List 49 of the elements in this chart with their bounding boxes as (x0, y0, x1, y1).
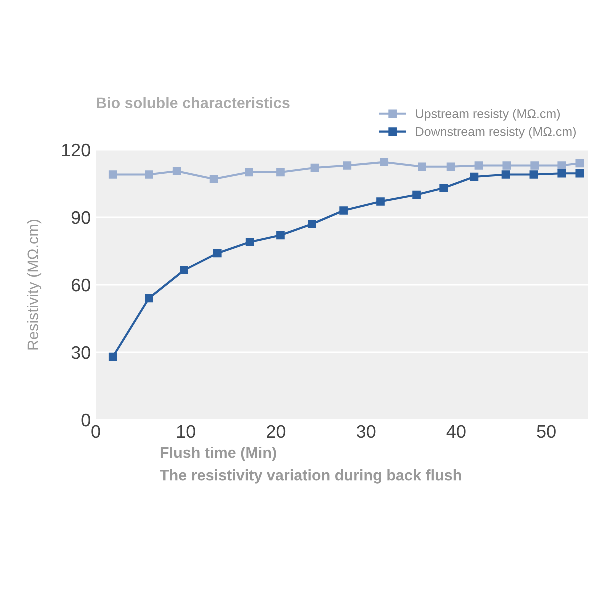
point (310, 164, 320, 172)
point (108, 170, 118, 179)
point (530, 162, 539, 170)
x-tick-label: 10 (177, 425, 196, 438)
point (376, 198, 385, 206)
x-tick-label: 50 (537, 425, 556, 438)
point (558, 169, 566, 178)
y-tick-label: 30 (72, 346, 90, 360)
x-tick-label: 30 (356, 425, 376, 438)
y-tick-label: 0 (82, 414, 90, 427)
point (558, 162, 566, 170)
point (502, 170, 510, 179)
point (210, 175, 218, 184)
point (213, 249, 222, 258)
point (108, 352, 118, 362)
point (172, 167, 182, 176)
point (446, 162, 456, 172)
text: The resistivity variation during back flush (160, 470, 462, 484)
y-tick-label: 120 (62, 144, 90, 157)
point (412, 190, 421, 200)
y-tick-label: 90 (72, 211, 90, 224)
point (343, 162, 352, 170)
point (440, 184, 448, 192)
point (530, 170, 538, 179)
legend-label: Downstream resisty (MΩ.cm) (416, 127, 576, 139)
x-tick-label: 0 (92, 425, 100, 438)
point (340, 206, 348, 215)
point (470, 172, 479, 182)
x-tick-label: 20 (267, 425, 286, 438)
point (180, 266, 188, 275)
chart-title: Bio soluble characteristics (97, 97, 290, 108)
point (576, 159, 584, 168)
point (308, 220, 316, 228)
x-axis-title: Flush time (Min) (160, 447, 276, 462)
point (474, 162, 484, 170)
x-tick-label: 40 (446, 425, 466, 438)
y-tick-label: 60 (72, 278, 90, 292)
point (276, 168, 285, 177)
point (380, 158, 389, 167)
point (245, 168, 254, 177)
y-axis-title: Resistivity (MΩ.cm) (27, 220, 42, 350)
point (246, 238, 254, 246)
point (145, 294, 154, 303)
point (276, 231, 285, 240)
point (145, 170, 154, 179)
legend-label: Upstream resisty (MΩ.cm) (416, 109, 560, 121)
point (576, 169, 584, 178)
point (418, 162, 426, 172)
point (502, 162, 512, 170)
